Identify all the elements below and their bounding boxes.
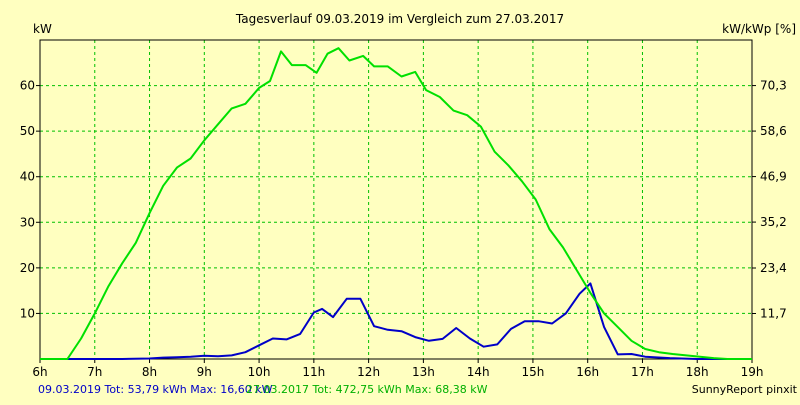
legend-series-1: 09.03.2019 Tot: 53,79 kWh Max: 16,60 kW: [38, 383, 273, 396]
y2-tick-label: 35,2: [760, 215, 787, 229]
x-tick-label: 13h: [412, 365, 435, 379]
y-tick-label: 10: [20, 306, 35, 320]
series-layer: [40, 47, 752, 360]
x-tick-label: 11h: [302, 365, 325, 379]
legend-series-2: 27.03.2017 Tot: 472,75 kWh Max: 68,38 kW: [246, 383, 488, 396]
x-tick-label: 9h: [197, 365, 212, 379]
x-tick-label: 16h: [576, 365, 599, 379]
axis-ticks: 6h 7h 8h 9h 10h 11h 12h 13h 14h 15h 16h 17h 18h 19h 10…: [20, 79, 787, 379]
x-tick-label: 6h: [32, 365, 47, 379]
x-tick-label: 10h: [248, 365, 271, 379]
y2-tick-label: 11,7: [760, 306, 787, 320]
y-axis-label: kW: [33, 22, 52, 36]
x-tick-label: 8h: [142, 365, 157, 379]
chart-title: Tagesverlauf 09.03.2019 im Vergleich zum…: [235, 12, 564, 26]
y-tick-label: 40: [20, 170, 35, 184]
x-tick-label: 18h: [686, 365, 709, 379]
y-tick-label: 20: [20, 261, 35, 275]
grid: [40, 40, 752, 359]
y-tick-label: 30: [20, 215, 35, 229]
x-tick-label: 12h: [357, 365, 380, 379]
series-line-2: [40, 47, 752, 360]
series-line-1: [40, 282, 752, 360]
y-tick-label: 60: [20, 79, 35, 93]
x-tick-label: 19h: [741, 365, 764, 379]
y2-tick-label: 23,4: [760, 261, 787, 275]
y2-tick-label: 70,3: [760, 79, 787, 93]
x-tick-label: 7h: [87, 365, 102, 379]
brand-label: SunnyReport pinxit: [692, 383, 798, 396]
y2-tick-label: 58,6: [760, 124, 787, 138]
y2-tick-label: 46,9: [760, 170, 787, 184]
x-tick-label: 17h: [631, 365, 654, 379]
x-tick-label: 14h: [467, 365, 490, 379]
y2-axis-label: kW/kWp [%]: [722, 22, 796, 36]
x-tick-label: 15h: [521, 365, 544, 379]
y-tick-label: 50: [20, 124, 35, 138]
plot-area-border: [39, 39, 753, 360]
